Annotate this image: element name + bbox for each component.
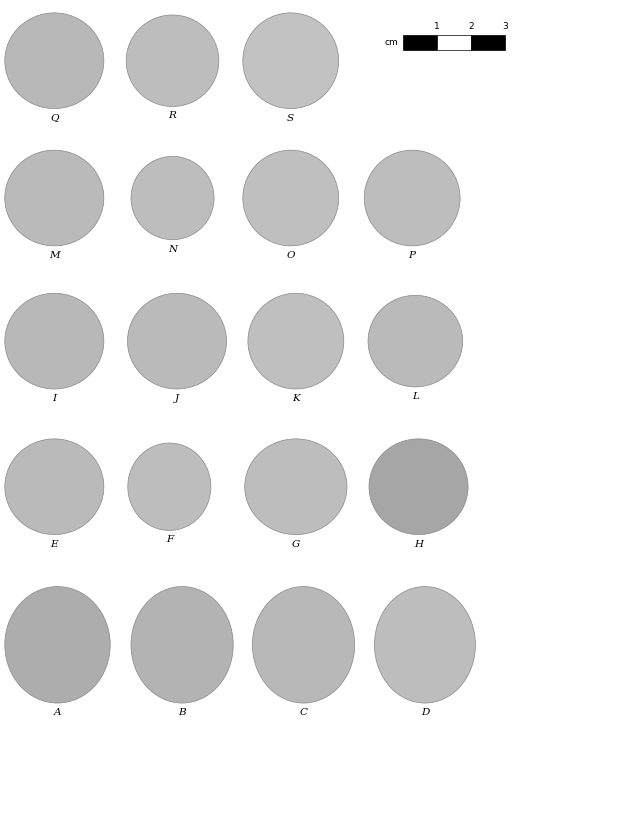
Ellipse shape: [4, 587, 110, 703]
Ellipse shape: [5, 150, 104, 246]
Text: I: I: [52, 394, 56, 403]
Bar: [403, 35, 436, 50]
Text: K: K: [292, 394, 300, 403]
Text: R: R: [169, 111, 176, 121]
Text: 2: 2: [468, 22, 473, 31]
Text: G: G: [292, 540, 300, 548]
Ellipse shape: [131, 587, 233, 703]
Ellipse shape: [364, 150, 460, 246]
Ellipse shape: [252, 587, 355, 703]
Text: O: O: [286, 251, 295, 260]
Text: D: D: [420, 708, 429, 717]
Ellipse shape: [5, 439, 104, 535]
Text: E: E: [50, 540, 58, 548]
Text: A: A: [54, 708, 61, 717]
Ellipse shape: [5, 294, 104, 389]
Text: B: B: [178, 708, 186, 717]
Ellipse shape: [243, 150, 339, 246]
Text: P: P: [409, 251, 415, 260]
Text: J: J: [175, 394, 179, 403]
Ellipse shape: [369, 439, 468, 535]
Text: H: H: [414, 540, 423, 548]
Ellipse shape: [5, 13, 104, 109]
Bar: [471, 35, 505, 50]
Ellipse shape: [368, 295, 463, 387]
Text: 3: 3: [502, 22, 507, 31]
Text: S: S: [287, 114, 295, 122]
Text: L: L: [412, 392, 419, 401]
Ellipse shape: [128, 443, 211, 531]
Text: cm: cm: [385, 38, 399, 47]
Text: M: M: [49, 251, 59, 260]
Ellipse shape: [243, 13, 339, 109]
Ellipse shape: [374, 587, 475, 703]
Ellipse shape: [127, 15, 219, 106]
Text: C: C: [300, 708, 307, 717]
Bar: [436, 35, 471, 50]
Ellipse shape: [131, 156, 214, 240]
Text: Q: Q: [50, 114, 59, 122]
Ellipse shape: [127, 294, 226, 389]
Text: F: F: [166, 536, 173, 544]
Text: N: N: [168, 245, 177, 254]
Ellipse shape: [248, 294, 344, 389]
Ellipse shape: [245, 439, 347, 535]
Text: 1: 1: [434, 22, 440, 31]
